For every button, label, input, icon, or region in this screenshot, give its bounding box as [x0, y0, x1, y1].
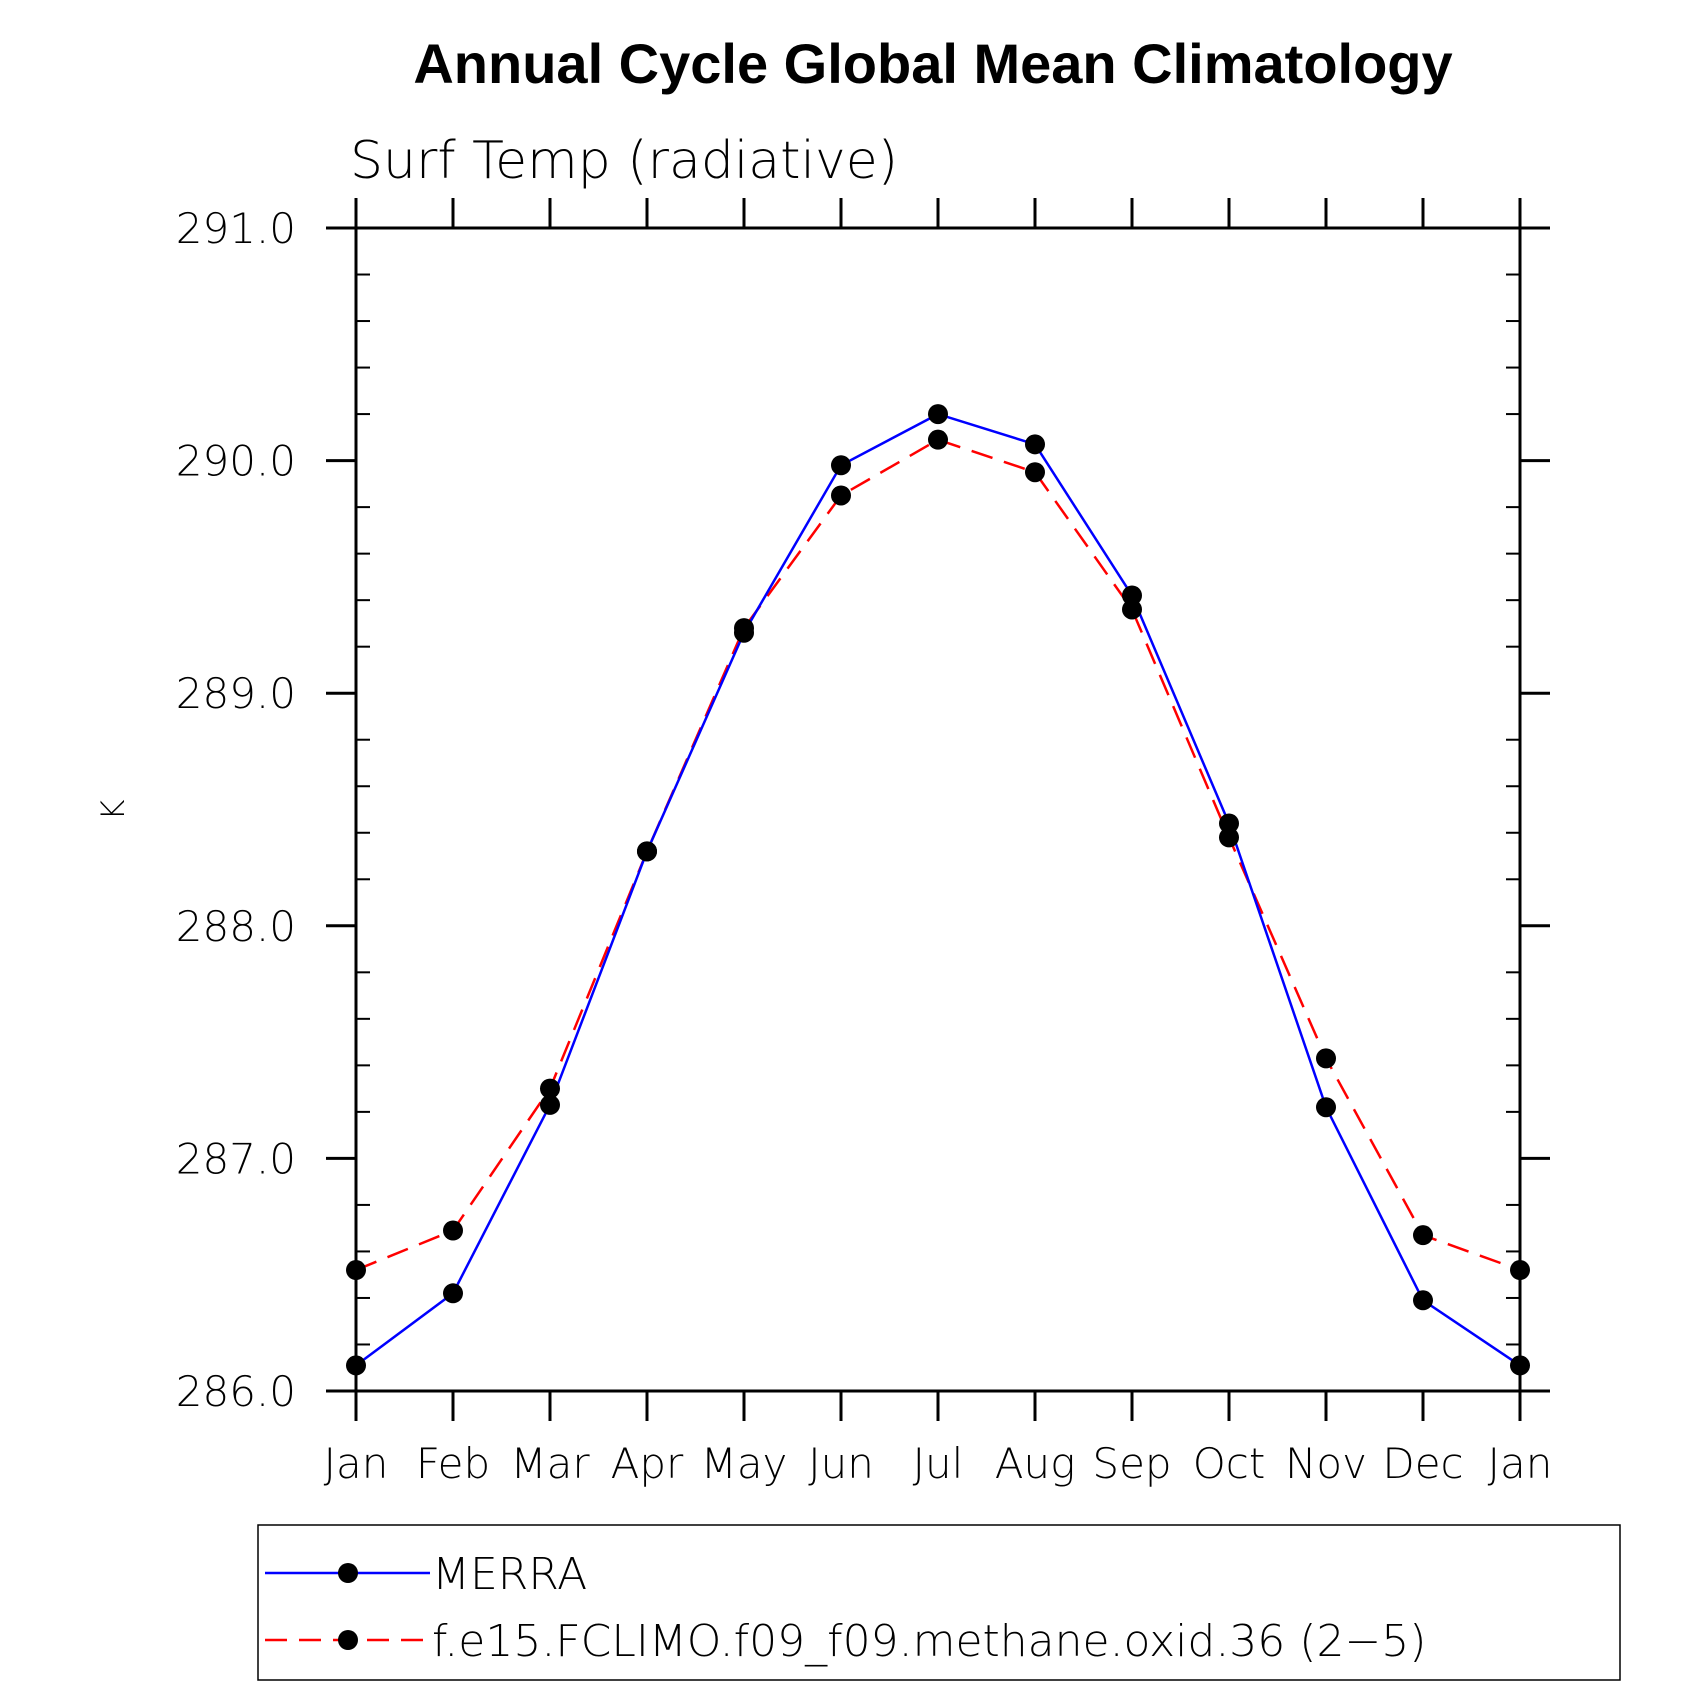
x-tick-label: Jan — [324, 1439, 389, 1488]
series-points — [346, 404, 1530, 1376]
data-point — [928, 404, 948, 425]
data-point — [1316, 1048, 1336, 1069]
x-tick-label: Aug — [995, 1439, 1076, 1488]
legend-marker — [338, 1563, 358, 1583]
data-point — [443, 1220, 463, 1241]
data-point — [928, 429, 948, 450]
legend: MERRA f.e15.FCLIMO.f09_f09.methane.oxid.3… — [257, 1524, 1621, 1681]
data-point — [1413, 1290, 1433, 1311]
data-point — [637, 841, 657, 862]
chart-title: Annual Cycle Global Mean Climatology — [413, 32, 1452, 95]
y-tick-label: 288.0 — [176, 902, 296, 951]
data-point — [1025, 434, 1045, 455]
series-line — [355, 412, 1521, 1367]
data-point — [1510, 1260, 1530, 1281]
y-tick-label: 287.0 — [176, 1134, 296, 1183]
data-point — [540, 1078, 560, 1099]
x-tick-label: Jul — [913, 1439, 964, 1488]
x-tick-label: Oct — [1193, 1439, 1266, 1488]
data-point — [1122, 599, 1142, 620]
plot-frame — [354, 226, 1522, 1393]
y-tick-label: 286.0 — [176, 1367, 296, 1416]
y-tick-label: 289.0 — [176, 669, 296, 718]
data-point — [1219, 827, 1239, 848]
x-tick-label: Dec — [1382, 1439, 1463, 1488]
x-tick-labels: Jan Feb Mar Apr May Jun Jul Aug Sep Oct Nov Dec Jan — [324, 1439, 1553, 1488]
data-point — [831, 485, 851, 506]
legend-label: MERRA — [432, 1549, 587, 1600]
data-point — [1510, 1355, 1530, 1376]
x-tick-label: May — [701, 1439, 788, 1488]
data-point — [540, 1094, 560, 1115]
axis-ticks — [326, 198, 1550, 1421]
x-tick-label: Nov — [1285, 1439, 1367, 1488]
series-lines — [355, 412, 1521, 1367]
x-tick-label: Jan — [1488, 1439, 1553, 1488]
y-tick-label: 290.0 — [176, 437, 296, 486]
chart-subtitle: Surf Temp (radiative) — [350, 131, 898, 191]
data-point — [1316, 1097, 1336, 1118]
data-point — [1025, 462, 1045, 483]
data-point — [443, 1283, 463, 1304]
data-point — [831, 455, 851, 476]
legend-marker — [338, 1630, 358, 1650]
x-tick-label: Mar — [510, 1439, 590, 1488]
y-tick-label: 291.0 — [176, 204, 296, 253]
data-point — [1219, 813, 1239, 834]
data-point — [1122, 585, 1142, 606]
y-tick-labels: 286.0 287.0 288.0 289.0 290.0 291.0 — [176, 204, 296, 1416]
data-point — [346, 1355, 366, 1376]
legend-box — [257, 1524, 1621, 1681]
x-tick-label: Apr — [611, 1439, 684, 1488]
x-tick-label: Sep — [1092, 1439, 1171, 1488]
y-axis-label: K — [94, 799, 132, 820]
legend-items: MERRA f.e15.FCLIMO.f09_f09.methane.oxid.3… — [265, 1549, 1426, 1667]
data-point — [1413, 1225, 1433, 1246]
x-tick-label: Feb — [416, 1439, 490, 1488]
x-tick-label: Jun — [808, 1439, 874, 1488]
data-point — [734, 618, 754, 639]
data-point — [346, 1260, 366, 1281]
legend-label: f.e15.FCLIMO.f09_f09.methane.oxid.36 (2−… — [432, 1616, 1426, 1667]
